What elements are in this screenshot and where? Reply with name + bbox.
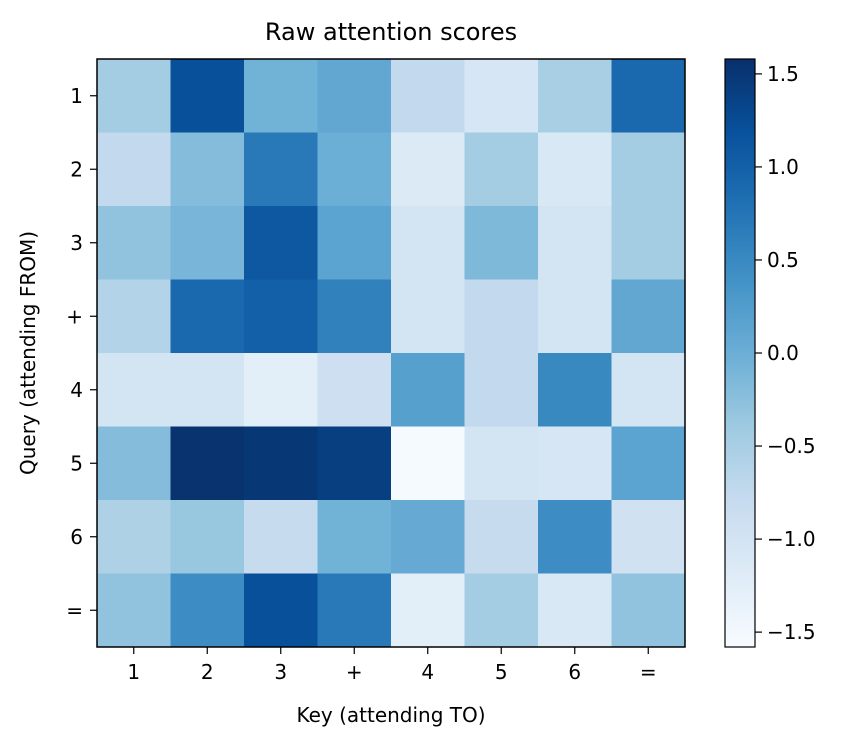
heatmap-cell [244,426,318,501]
heatmap-cell [391,279,465,354]
heatmap-cell [97,426,171,501]
colorbar-tick-label: 0.0 [767,341,799,365]
heatmap-cell [538,500,612,574]
colorbar-tick-label: 0.5 [767,248,799,272]
heatmap-cell [97,59,171,133]
heatmap-cell [170,279,245,354]
heatmap-cell [244,59,318,133]
x-tick-label: 1 [127,660,140,684]
heatmap-cell [464,59,539,133]
heatmap-cell [317,59,392,133]
x-axis-label: Key (attending TO) [296,703,485,727]
heatmap-cell [244,573,318,648]
colorbar-ticks: 1.5 1.0 0.5 0.0 −0.5 −1.0 −1.5 [755,62,816,644]
heatmap-cell [97,206,171,280]
y-tick-label: 3 [70,231,83,255]
heatmap-cell [391,353,465,427]
heatmap-cell [97,132,171,207]
colorbar-tick-label: −0.5 [767,434,816,458]
chart-title: Raw attention scores [265,18,517,46]
colorbar-tick-label: −1.5 [767,620,816,644]
colorbar [724,58,756,648]
heatmap-cell [97,279,171,354]
heatmap-cell [244,279,318,354]
heatmap-cell [464,573,539,648]
colorbar-tick-label: −1.0 [767,527,816,551]
heatmap-cell [244,353,318,427]
colorbar-tick-label: 1.0 [767,155,799,179]
x-tick-label: 3 [274,660,287,684]
heatmap-cell [464,353,539,427]
heatmap-cell [611,206,686,280]
x-tick-label: = [640,660,657,684]
heatmap-cells [97,59,686,648]
heatmap-cell [538,279,612,354]
heatmap-cell [611,500,686,574]
heatmap-cell [317,573,392,648]
x-tick-label: + [346,660,363,684]
x-tick-label: 6 [568,660,581,684]
heatmap-cell [317,132,392,207]
heatmap-cell [391,206,465,280]
heatmap-cell [391,500,465,574]
heatmap-cell [170,573,245,648]
heatmap-cell [170,426,245,501]
heatmap-cell [244,500,318,574]
y-axis-ticks: 1 2 3 +4 5 6 = [66,84,97,622]
y-tick-label: + [66,304,83,328]
heatmap-cell [611,426,686,501]
heatmap-cell [611,59,686,133]
heatmap-cell [464,426,539,501]
heatmap-cell [611,279,686,354]
heatmap-cell [170,59,245,133]
x-axis-ticks: 1 2 3 +4 5 6 = [127,647,657,684]
heatmap-cell [317,426,392,501]
y-tick-label: 4 [70,378,83,402]
plot-frame [96,58,686,648]
heatmap-cell [317,279,392,354]
x-tick-label: 2 [201,660,214,684]
heatmap-cell [538,206,612,280]
heatmap-cell [464,279,539,354]
x-tick-label: 4 [421,660,434,684]
heatmap-cell [611,132,686,207]
heatmap-cell [538,353,612,427]
heatmap-cell [391,132,465,207]
y-tick-label: 1 [70,84,83,108]
heatmap-cell [464,206,539,280]
colorbar-tick-label: 1.5 [767,62,799,86]
heatmap-cell [317,500,392,574]
heatmap-cell [244,206,318,280]
y-axis-label: Query (attending FROM) [16,231,40,475]
y-tick-label: 5 [70,451,83,475]
heatmap-cell [317,206,392,280]
heatmap-cell [97,573,171,648]
heatmap-cell [170,132,245,207]
heatmap-cell [170,500,245,574]
heatmap-cell [538,573,612,648]
heatmap-cell [170,353,245,427]
x-tick-label: 5 [495,660,508,684]
heatmap-cell [391,573,465,648]
heatmap-cell [317,353,392,427]
heatmap-cell [244,132,318,207]
y-tick-label: 2 [70,157,83,181]
y-tick-label: 6 [70,525,83,549]
heatmap-cell [538,132,612,207]
heatmap-cell [611,573,686,648]
heatmap-cell [97,353,171,427]
heatmap-cell [464,500,539,574]
heatmap-cell [538,59,612,133]
heatmap-cell [391,426,465,501]
heatmap-cell [391,59,465,133]
heatmap-cell [538,426,612,501]
heatmap-cell [97,500,171,574]
heatmap-cell [611,353,686,427]
heatmap-cell [170,206,245,280]
y-tick-label: = [66,598,83,622]
heatmap-cell [464,132,539,207]
